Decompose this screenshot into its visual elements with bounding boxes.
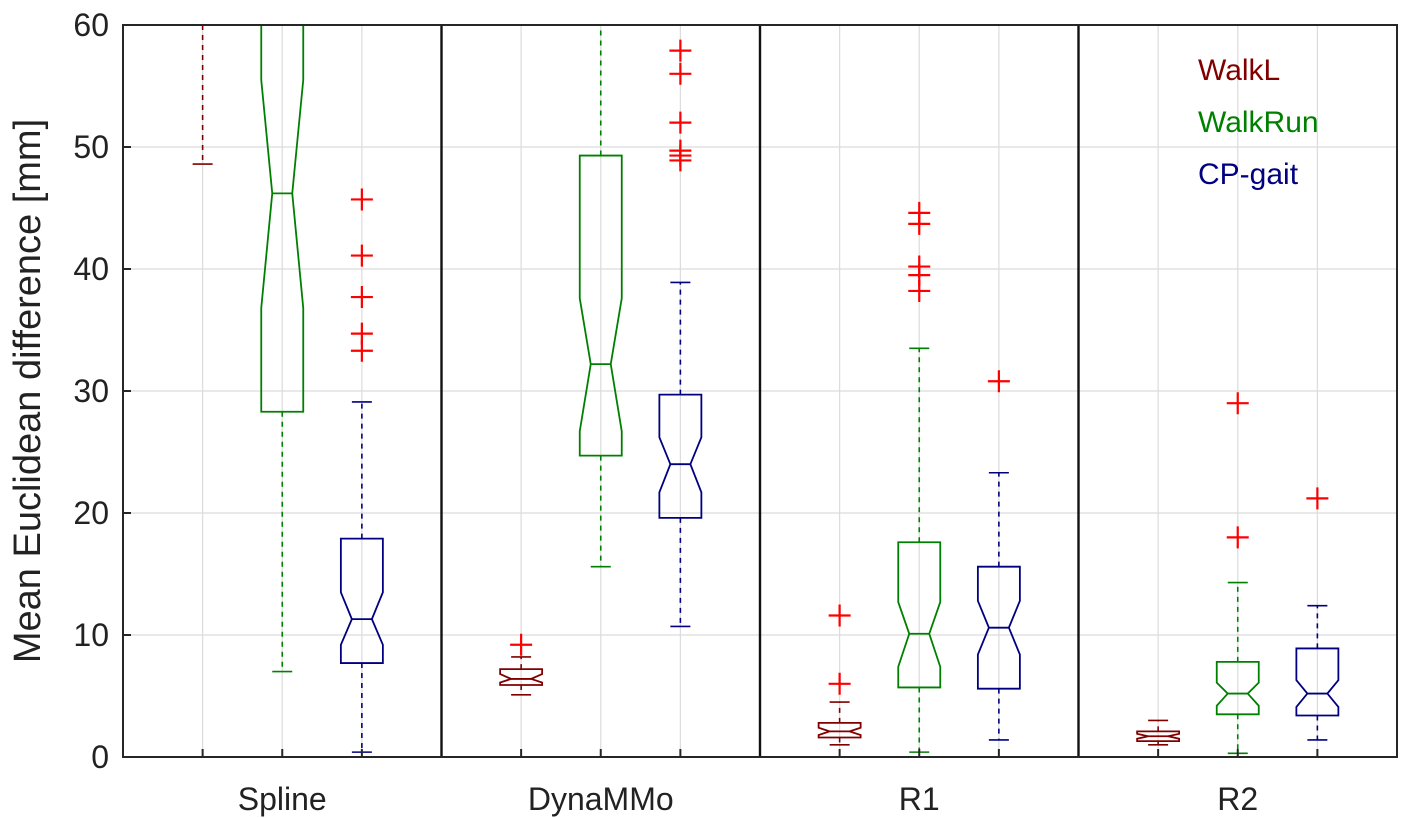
box-body (658, 393, 703, 519)
box-r2-walkl (1136, 719, 1181, 746)
box-body (1215, 660, 1260, 716)
outlier-marker (908, 201, 931, 224)
outlier-marker (350, 322, 373, 345)
group-label-r2: R2 (1217, 781, 1258, 817)
outlier-marker (1226, 392, 1249, 415)
box-spline-cp-gait (339, 188, 384, 753)
y-tick-label: 0 (91, 739, 109, 775)
box-body (499, 668, 544, 686)
group-separators (440, 25, 1080, 757)
y-tick-label: 10 (73, 617, 109, 653)
y-tick-label: 30 (73, 373, 109, 409)
legend: WalkL WalkRun CP-gait (1198, 54, 1319, 191)
plot-frame (122, 24, 1398, 758)
group-label-spline: Spline (238, 781, 327, 817)
y-tick-label: 50 (73, 129, 109, 165)
box-spline-walkl (192, 25, 213, 165)
group-label-dynammo: DynaMMo (528, 781, 674, 817)
legend-entry-walkl: WalkL (1198, 54, 1280, 87)
y-tick-label: 40 (73, 251, 109, 287)
box-body (897, 541, 942, 689)
outlier-marker (350, 286, 373, 309)
y-axis-ticks: 0 10 20 30 40 50 60 (73, 7, 1319, 775)
box-r1-walkl (817, 604, 862, 746)
box-body (578, 154, 623, 457)
outlier-marker (669, 111, 692, 134)
outlier-marker (350, 188, 373, 211)
box-r2-walkrun (1215, 392, 1260, 755)
outlier-marker (987, 370, 1010, 393)
outlier-marker (669, 39, 692, 62)
box-body (976, 565, 1021, 690)
y-tick-label: 20 (73, 495, 109, 531)
box-dynammo-cp-gait (658, 39, 703, 628)
box-body (339, 537, 384, 664)
box-dynammo-walkl (499, 633, 544, 696)
box-body (1136, 730, 1181, 743)
legend-entry-cp-gait: CP-gait (1198, 158, 1299, 191)
x-axis-group-labels: Spline DynaMMo R1 R2 (238, 781, 1258, 817)
outlier-marker (828, 672, 851, 695)
outlier-marker (669, 62, 692, 85)
y-tick-label: 60 (73, 7, 109, 43)
outlier-marker (1226, 526, 1249, 549)
box-r1-cp-gait (976, 370, 1021, 741)
box-body (1295, 647, 1340, 717)
outlier-marker (510, 633, 533, 656)
outlier-marker (828, 604, 851, 627)
box-r2-cp-gait (1295, 487, 1340, 741)
outlier-marker (1306, 487, 1329, 510)
y-axis-label: Mean Euclidean difference [mm] (7, 119, 49, 663)
outlier-marker (350, 244, 373, 267)
group-label-r1: R1 (899, 781, 940, 817)
outlier-marker (669, 139, 692, 162)
legend-entry-walkrun: WalkRun (1198, 106, 1319, 139)
outlier-marker (908, 255, 931, 278)
box-body (817, 721, 862, 739)
box-series (192, 24, 1340, 755)
